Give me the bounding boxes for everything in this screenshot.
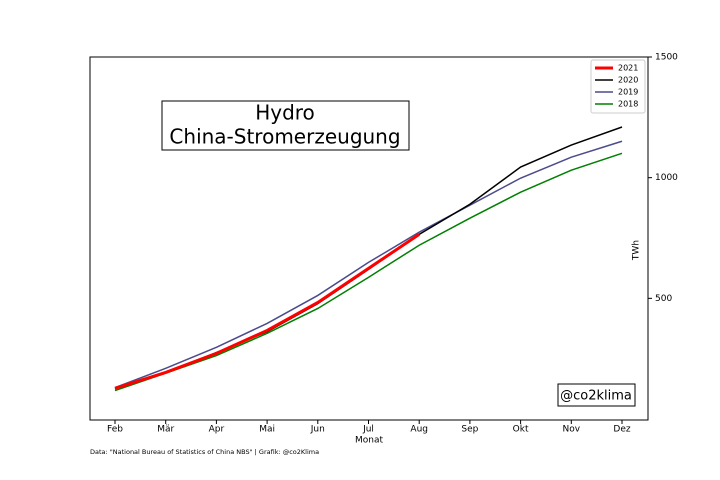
source-note: Data: "National Bureau of Statistics of …: [90, 448, 319, 456]
y-axis-label: TWh: [632, 240, 642, 261]
legend-label: 2020: [618, 76, 638, 85]
series-line: [114, 233, 421, 390]
legend-box: [590, 59, 646, 114]
x-tick-label: Aug: [410, 425, 428, 435]
legend-label: 2021: [618, 64, 638, 73]
x-tick-label: Sep: [461, 425, 478, 435]
y-tick-label: 500: [655, 294, 672, 304]
x-tick-label: Jul: [362, 425, 374, 435]
title-box: [161, 100, 410, 151]
annotation-box: [557, 383, 636, 407]
legend-label: 2018: [618, 100, 638, 109]
legend-label: 2019: [618, 88, 638, 97]
series-line: [114, 152, 623, 392]
x-axis-label: Monat: [355, 436, 383, 446]
annotation: @co2klima: [560, 389, 632, 404]
x-tick-label: Apr: [209, 425, 225, 435]
chart-title: Hydro: [255, 101, 315, 125]
x-tick-label: Mär: [157, 425, 174, 435]
y-tick-label: 1000: [655, 173, 678, 183]
x-tick-label: Mai: [259, 425, 275, 435]
x-tick-label: Nov: [563, 425, 581, 435]
x-tick-label: Okt: [513, 425, 529, 435]
x-tick-label: Jun: [310, 425, 325, 435]
chart-subtitle: China-Stromerzeugung: [169, 125, 400, 149]
series-line: [114, 140, 623, 389]
series-line: [114, 126, 623, 390]
y-tick-label: 1500: [655, 53, 678, 63]
x-tick-label: Feb: [107, 425, 123, 435]
x-tick-label: Dez: [613, 425, 630, 435]
